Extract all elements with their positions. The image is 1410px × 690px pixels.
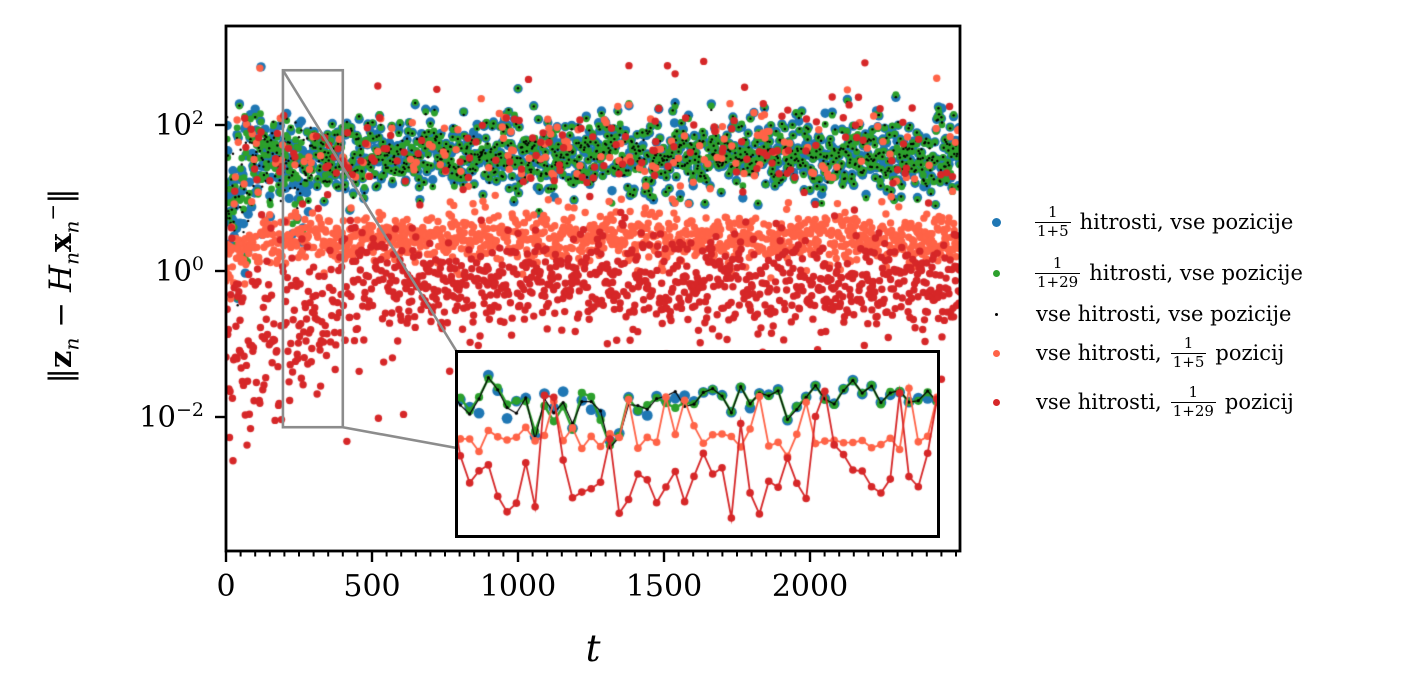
- legend-fraction: 1 1+5: [1170, 334, 1207, 371]
- y-axis-label-segment: x: [43, 233, 80, 253]
- y-tick-label: 100: [155, 252, 204, 288]
- y-axis-label-segment: ‖: [43, 368, 80, 384]
- legend-fraction: 1 1+29: [1035, 254, 1081, 291]
- x-tick-label: 0: [216, 569, 236, 604]
- y-axis-label-segment: ‖: [43, 188, 80, 204]
- inset-plot: [455, 350, 940, 538]
- legend-item: 1 1+29 hitrosti, vse pozicije: [985, 250, 1308, 296]
- legend-fraction: 1 1+29: [1170, 383, 1216, 420]
- legend-label: 1 1+5 hitrosti, vse pozicije: [1031, 204, 1298, 240]
- inset-plot-canvas: [458, 353, 937, 535]
- y-axis-label-segment: H: [43, 264, 80, 292]
- x-tick-label: 1000: [479, 569, 557, 604]
- legend-item: vse hitrosti, vse pozicije: [985, 300, 1296, 328]
- y-tick-label: 10−2: [139, 398, 204, 434]
- legend-marker-dot: [991, 217, 1001, 227]
- legend-item: vse hitrosti, 1 1+29 pozicij: [985, 379, 1299, 425]
- x-tick-label: 500: [343, 569, 401, 604]
- legend-label-text: vse hitrosti,: [1036, 390, 1162, 414]
- legend-label-text: pozicij: [1215, 341, 1285, 365]
- y-axis-label: ‖zn − Hnxn−‖: [40, 188, 84, 384]
- x-axis-label: t: [585, 627, 601, 670]
- legend-item: vse hitrosti, 1 1+5 pozicij: [985, 330, 1289, 376]
- x-tick-label: 2000: [771, 569, 849, 604]
- y-axis-label-segment: n: [59, 252, 84, 265]
- x-tick-label: 1500: [625, 569, 703, 604]
- legend-label: 1 1+29 hitrosti, vse pozicije: [1031, 255, 1308, 291]
- y-axis-label-segment: n: [59, 337, 84, 351]
- legend-label-text: hitrosti, vse pozicije: [1079, 210, 1294, 234]
- legend-marker-dot: [992, 398, 1000, 406]
- y-axis-label-segment: z: [43, 350, 80, 369]
- legend-label: vse hitrosti, 1 1+5 pozicij: [1031, 335, 1289, 371]
- legend-label-text: pozicij: [1224, 390, 1294, 414]
- legend-item: 1 1+5 hitrosti, vse pozicije: [985, 199, 1298, 245]
- y-axis-label-segment: n: [59, 220, 84, 234]
- legend-label-text: vse hitrosti, vse pozicije: [1036, 302, 1292, 326]
- legend-marker-dot: [994, 312, 998, 316]
- legend-label-text: vse hitrosti,: [1036, 341, 1162, 365]
- legend-label-text: hitrosti, vse pozicije: [1089, 261, 1303, 285]
- legend-marker-dot: [992, 269, 1000, 277]
- y-axis-label-segment: −: [43, 291, 80, 338]
- legend-label: vse hitrosti, 1 1+29 pozicij: [1031, 384, 1299, 420]
- y-tick-label: 102: [155, 106, 204, 142]
- legend-fraction: 1 1+5: [1035, 203, 1071, 240]
- legend-label: vse hitrosti, vse pozicije: [1031, 302, 1296, 326]
- legend-marker-dot: [992, 349, 1000, 357]
- y-axis-label-segment: −: [40, 203, 65, 221]
